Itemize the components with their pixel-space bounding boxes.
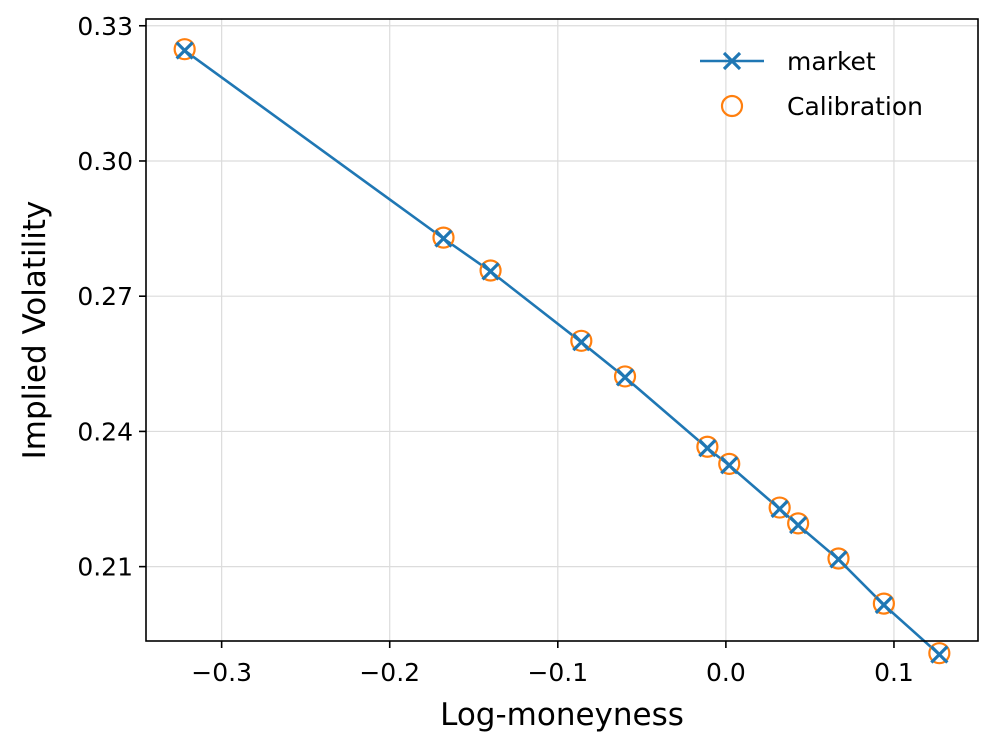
legend-calibration-marker	[720, 94, 744, 118]
x-tick-label: 0.0	[706, 658, 746, 687]
calibration-point	[570, 329, 593, 352]
market-point	[720, 456, 739, 475]
market-point	[615, 368, 635, 387]
legend: market Calibration	[700, 47, 923, 121]
legend-label-calibration: Calibration	[787, 92, 923, 121]
market-point	[874, 595, 894, 615]
calibration-point	[696, 435, 719, 458]
market-point	[175, 41, 194, 60]
calibration-point	[768, 496, 791, 519]
market-point	[698, 438, 717, 458]
y-tick-label: 0.30	[77, 147, 133, 176]
market-point	[770, 499, 789, 519]
market-point	[434, 229, 453, 248]
calibration-point	[479, 259, 502, 282]
x-tick-label: −0.3	[191, 658, 252, 687]
x-tick-label: −0.2	[359, 658, 420, 687]
y-tick-label: 0.27	[77, 282, 133, 311]
legend-market-marker	[722, 51, 742, 71]
y-tick-label: 0.21	[77, 553, 133, 582]
calibration-point	[928, 642, 951, 665]
plot-frame	[145, 18, 979, 642]
y-tick-label: 0.33	[77, 12, 133, 41]
legend-label-market: market	[787, 47, 876, 76]
market-point	[930, 645, 949, 664]
calibration-point	[787, 512, 810, 535]
calibration-point	[432, 226, 455, 249]
grid	[146, 19, 978, 641]
calibration-point	[718, 452, 741, 475]
axis-ticks: −0.3 −0.2 −0.1 0.0 0.1 0.21 0.24 0.27 0.30 0.33	[77, 12, 914, 687]
plot-series	[173, 38, 951, 665]
market-point	[789, 516, 808, 535]
x-tick-label: 0.1	[874, 658, 914, 687]
x-axis-label: Log-moneyness	[440, 697, 684, 733]
calibration-point	[872, 592, 895, 615]
x-tick-label: −0.1	[527, 658, 588, 687]
market-point	[572, 333, 591, 352]
market-point	[481, 262, 500, 281]
market-line	[183, 49, 941, 656]
calibration-point	[173, 38, 196, 61]
calibration-point	[613, 365, 637, 388]
y-tick-label: 0.24	[77, 417, 133, 446]
calibration-point	[827, 547, 850, 570]
market-point	[829, 550, 848, 569]
y-axis-label: Implied Volatility	[17, 201, 53, 460]
